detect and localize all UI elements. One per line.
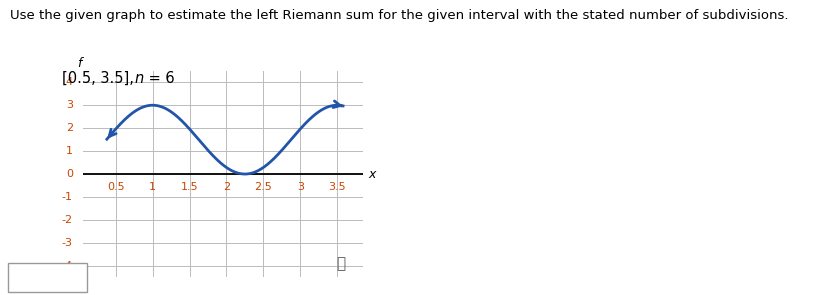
Text: 1: 1	[149, 182, 156, 192]
Text: 0.5: 0.5	[107, 182, 125, 192]
Text: ⓘ: ⓘ	[337, 256, 346, 271]
Text: 1.5: 1.5	[181, 182, 198, 192]
Text: 2: 2	[223, 182, 230, 192]
Text: 4: 4	[66, 77, 73, 87]
Text: 0: 0	[66, 169, 73, 179]
Text: 3: 3	[66, 100, 73, 110]
Text: x: x	[368, 168, 375, 181]
Text: -2: -2	[62, 215, 73, 225]
Text: 2.5: 2.5	[254, 182, 272, 192]
Text: 2: 2	[66, 123, 73, 133]
Text: -4: -4	[62, 261, 73, 271]
Text: [0.5, 3.5],: [0.5, 3.5],	[62, 71, 139, 86]
Text: n: n	[134, 71, 144, 86]
Text: = 6: = 6	[144, 71, 175, 86]
Text: -1: -1	[62, 192, 73, 202]
Text: 3.5: 3.5	[328, 182, 346, 192]
Text: -3: -3	[62, 238, 73, 248]
Text: 1: 1	[66, 146, 73, 156]
Text: 3: 3	[297, 182, 304, 192]
Text: Use the given graph to estimate the left Riemann sum for the given interval with: Use the given graph to estimate the left…	[10, 9, 789, 22]
Text: f: f	[78, 57, 82, 71]
